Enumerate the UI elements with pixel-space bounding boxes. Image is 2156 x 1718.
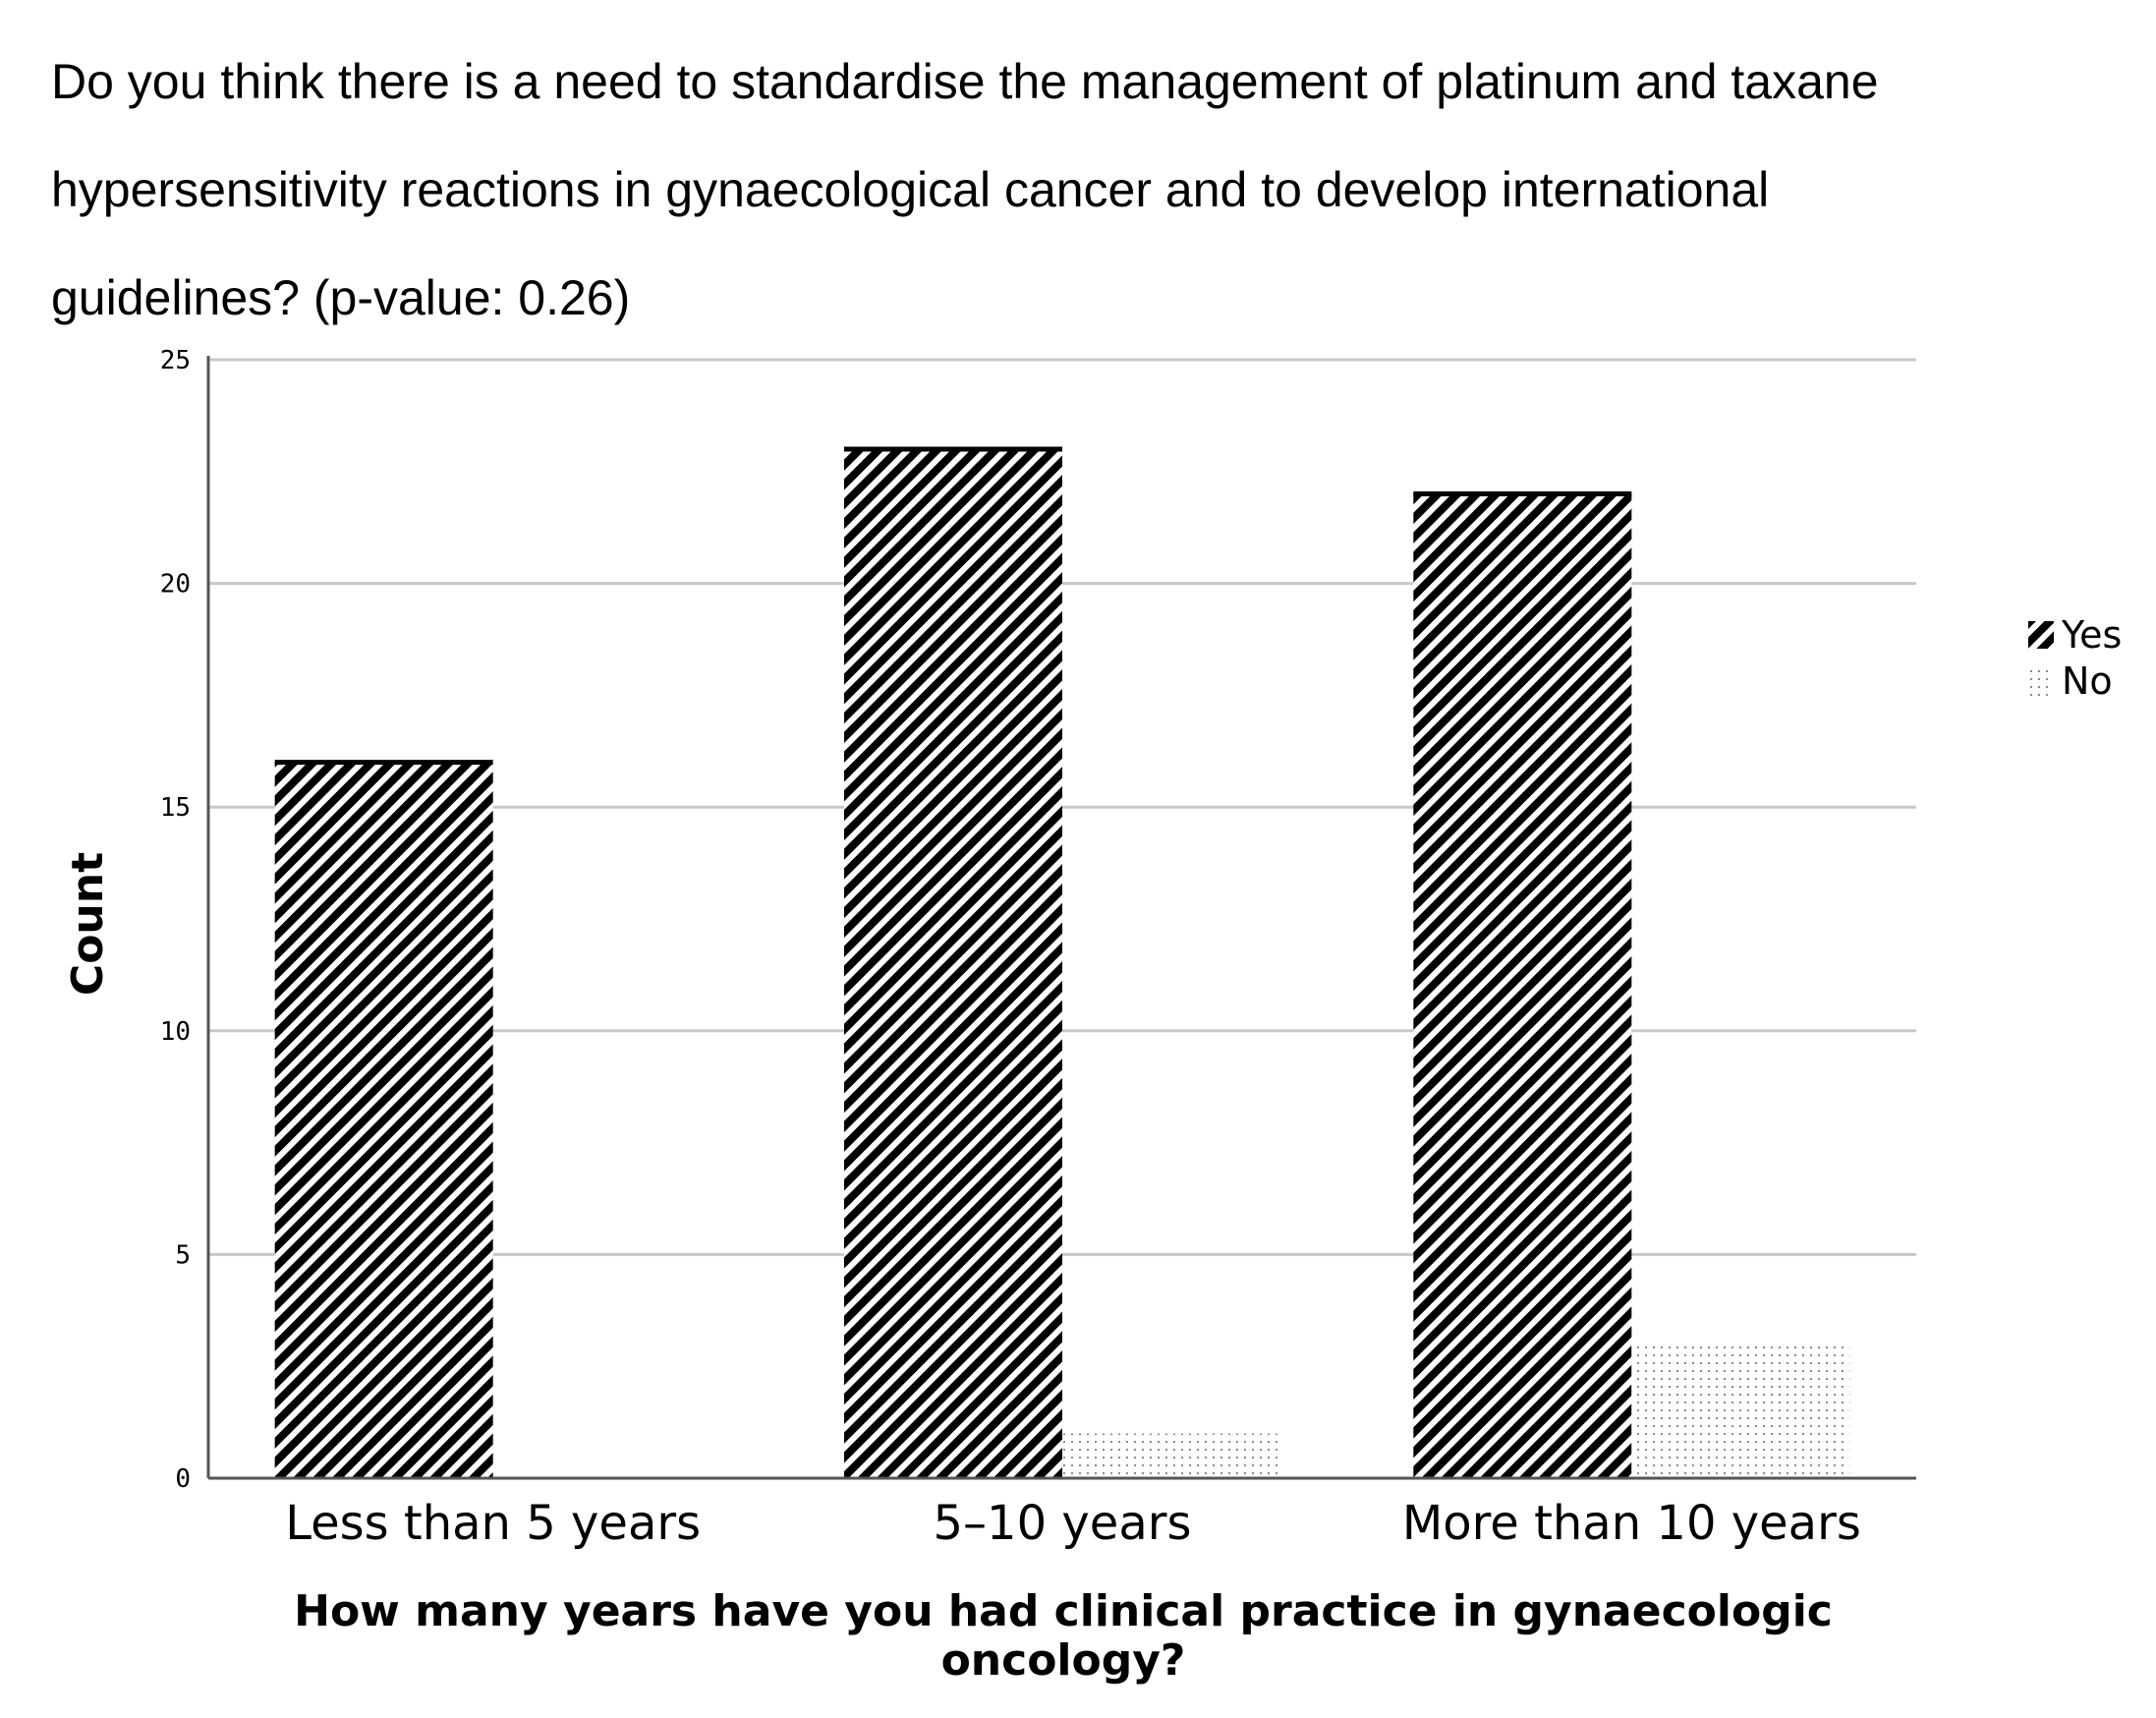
legend-swatch-yes (2028, 621, 2054, 649)
y-tick-label: 25 (160, 346, 191, 375)
axes (206, 356, 1916, 1480)
bar-no-3 (1631, 1344, 1850, 1478)
x-category-label: Less than 5 years (285, 1496, 701, 1551)
bar-no-2 (1062, 1433, 1280, 1478)
y-axis-title: Count (63, 852, 113, 996)
y-tick-labels: 0 5 10 15 20 25 (160, 346, 191, 1494)
title-line-3: guidelines? (p-value: 0.26) (51, 270, 631, 325)
x-category-label: 5–10 years (934, 1496, 1192, 1551)
y-tick-label: 10 (160, 1017, 191, 1047)
legend-label-yes: Yes (2061, 613, 2122, 657)
y-tick-label: 20 (160, 570, 191, 600)
bar-yes-2 (844, 449, 1062, 1478)
x-axis-title-line-1: How many years have you had clinical pra… (294, 1586, 1833, 1636)
bar-yes-3 (1413, 493, 1632, 1478)
legend: Yes No (2028, 613, 2122, 703)
title-line-2: hypersensitivity reactions in gynaecolog… (51, 162, 1770, 217)
legend-swatch-no (2028, 668, 2054, 696)
y-tick-label: 5 (175, 1240, 191, 1270)
axis-titles: Count How many years have you had clinic… (63, 852, 1833, 1686)
x-category-label: More than 10 years (1402, 1496, 1861, 1551)
x-category-labels: Less than 5 years 5–10 years More than 10 … (285, 1496, 1861, 1551)
y-tick-label: 0 (175, 1464, 191, 1494)
chart-title: Do you think there is a need to standard… (51, 28, 2115, 352)
bar-yes-1 (274, 762, 493, 1478)
x-axis-title-line-2: oncology? (941, 1635, 1186, 1686)
legend-label-no: No (2062, 659, 2113, 703)
bars (274, 446, 1850, 1478)
title-line-1: Do you think there is a need to standard… (51, 54, 1879, 109)
y-tick-label: 15 (160, 793, 191, 823)
